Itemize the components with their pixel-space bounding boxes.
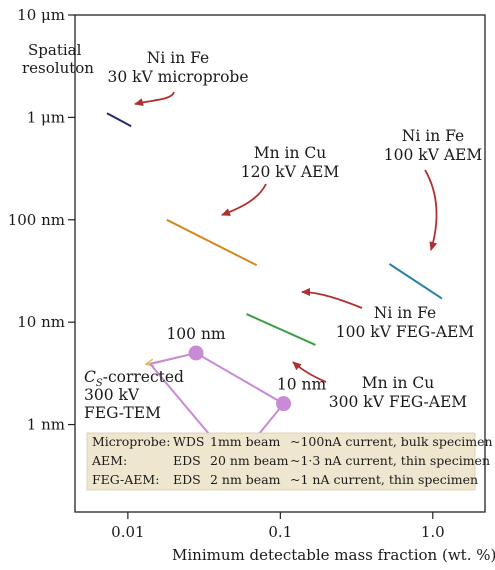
legend-row-3-name: FEG-AEM: <box>92 472 159 487</box>
annotation-microprobe-line1: Ni in Fe <box>147 49 209 67</box>
legend-row-1-desc: ~100nA current, bulk specimen <box>290 434 493 449</box>
annotation-microprobe-arrow <box>134 91 175 107</box>
x-axis-title: Minimum detectable mass fraction (wt. %) <box>172 546 495 564</box>
annotation-aem-fe-line1: Ni in Fe <box>402 127 464 145</box>
legend-row-2-detector: EDS <box>173 453 201 468</box>
legend-row-1-detector: WDS <box>173 434 204 449</box>
annotation-aem-cu-arrow <box>221 183 267 216</box>
annotation-feg-aem-fe-arrow <box>301 288 363 309</box>
legend-row-2-name: AEM: <box>91 453 127 468</box>
cs-corrected-label-line3: FEG-TEM <box>84 404 161 422</box>
x-tick-label-1: 0.1 <box>268 523 292 541</box>
annotation-feg-aem-fe-line2: 100 kV FEG-AEM <box>336 323 475 341</box>
cs-corrected-label-line1: CS-corrected <box>84 368 184 389</box>
annotation-aem-fe-arrow <box>424 169 438 251</box>
x-tick-label-0: 0.01 <box>111 523 144 541</box>
cs-corrected-label-line2: 300 kV <box>84 386 140 404</box>
legend-row-3-detector: EDS <box>173 472 201 487</box>
y-tick-label-2: 100 nm <box>8 211 65 229</box>
legend-box: Microprobe: WDS 1mm beam ~100nA current,… <box>86 432 493 491</box>
annotation-feg-aem-cu-line2: 300 kV FEG-AEM <box>329 393 468 411</box>
y-axis-title-line1: Spatial <box>28 41 82 59</box>
annotation-microprobe-line2: 30 kV microprobe <box>108 68 249 86</box>
probe-size-label-0: 100 nm <box>166 325 225 343</box>
annotation-aem-fe-line2: 100 kV AEM <box>384 146 483 164</box>
legend-background <box>86 432 476 491</box>
y-axis-title-line2: resoluton <box>22 59 94 77</box>
legend-row-2-desc: ~1·3 nA current, thin specimen <box>290 453 490 468</box>
x-tick-label-2: 1.0 <box>421 523 445 541</box>
y-tick-label-4: 1 nm <box>27 416 65 434</box>
series-line-ni-in-fe-100-kv-aem <box>388 263 443 300</box>
annotation-feg-aem-cu-arrow <box>292 361 327 383</box>
probe-size-marker-0 <box>188 345 204 361</box>
legend-row-1-beam: 1mm beam <box>210 434 280 449</box>
legend-row-2-beam: 20 nm beam <box>210 453 289 468</box>
annotation-aem-cu-line1: Mn in Cu <box>254 144 327 162</box>
y-tick-label-3: 10 nm <box>17 313 65 331</box>
y-tick-label-1: 1 μm <box>27 108 65 126</box>
series-line-ni-in-fe-100-kv-feg-aem <box>246 313 316 346</box>
annotation-feg-aem-fe-line1: Ni in Fe <box>374 304 436 322</box>
legend-row-1-name: Microprobe: <box>92 434 170 449</box>
annotation-aem-cu-line2: 120 kV AEM <box>241 163 340 181</box>
annotation-feg-aem-cu-line1: Mn in Cu <box>362 374 435 392</box>
series-line-mn-in-cu-120-kv-aem <box>166 218 258 267</box>
legend-row-3-desc: ~1 nA current, thin specimen <box>290 472 478 487</box>
axis-ticks-layer: 0.01 0.1 1.0 10 μm 1 μm 100 nm 10 nm 1 nm <box>8 6 445 541</box>
legend-row-3-beam: 2 nm beam <box>210 472 281 487</box>
probe-size-marker-1 <box>276 396 292 412</box>
series-line-ni-in-fe-30-kv-microprobe <box>106 112 132 128</box>
y-tick-label-0: 10 μm <box>17 6 65 24</box>
probe-size-label-1: 10 nm <box>277 376 327 394</box>
